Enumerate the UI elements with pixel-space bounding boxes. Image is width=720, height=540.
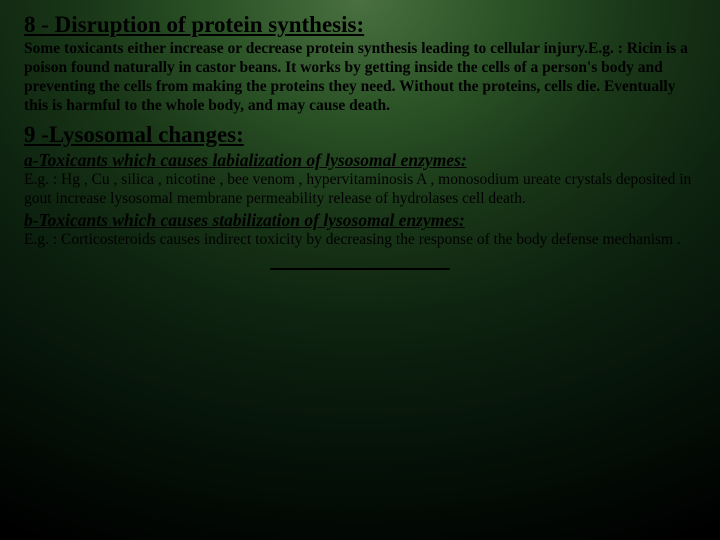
section-9a-subheading: a-Toxicants which causes labialization o… [24, 150, 696, 171]
section-9b-subheading: b-Toxicants which causes stabilization o… [24, 210, 696, 231]
section-8-heading: 8 - Disruption of protein synthesis: [24, 12, 696, 38]
divider-line [270, 268, 450, 270]
section-8-body: Some toxicants either increase or decrea… [24, 40, 696, 116]
section-9-heading: 9 -Lysosomal changes: [24, 122, 696, 148]
section-9a-body: E.g. : Hg , Cu , silica , nicotine , bee… [24, 171, 696, 209]
section-9b-body: E.g. : Corticosteroids causes indirect t… [24, 231, 696, 250]
